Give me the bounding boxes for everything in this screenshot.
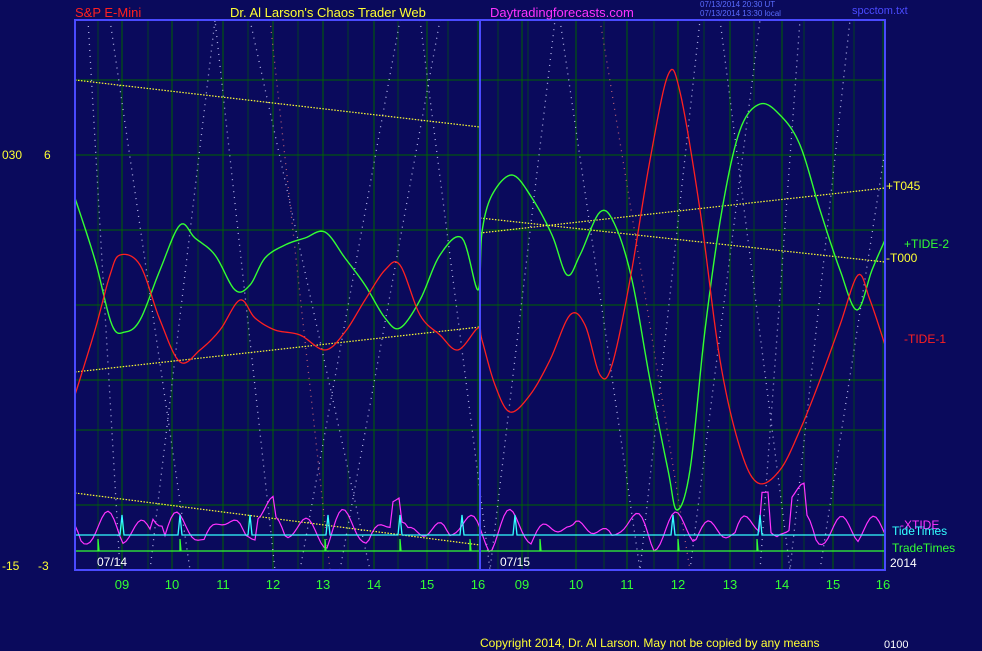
x-tick-label: 09 <box>515 577 529 592</box>
x-tick-label: 16 <box>471 577 485 592</box>
left-bot-b: -3 <box>38 559 49 573</box>
series-lines <box>74 68 886 553</box>
x-tick-label: 13 <box>316 577 330 592</box>
label-tide2: +TIDE-2 <box>904 237 950 251</box>
label-t000: -T000 <box>886 251 918 265</box>
x-tick-label: 09 <box>115 577 129 592</box>
x-tick-label: 12 <box>671 577 685 592</box>
dotted-projection <box>419 19 556 571</box>
x-tick-label: 15 <box>420 577 434 592</box>
site-label: Daytradingforecasts.com <box>490 5 634 20</box>
left-top-a: 030 <box>2 148 23 162</box>
series-tradetimes <box>75 538 885 552</box>
label-year: 2014 <box>890 556 917 570</box>
x-tick-label: 14 <box>775 577 789 592</box>
trend-line <box>479 217 886 263</box>
dotted-projection-lines <box>87 19 886 571</box>
dotted-projection <box>299 19 401 571</box>
trend-line <box>479 187 886 234</box>
dotted-projection <box>249 19 371 571</box>
dotted-projection <box>819 149 886 571</box>
series-tide2 <box>74 102 886 511</box>
series-tide1 <box>74 68 886 485</box>
left-top-b: 6 <box>44 148 51 162</box>
dotted-projection <box>559 19 701 571</box>
label-xtide: -XTIDE <box>900 518 940 532</box>
trend-line <box>74 79 481 128</box>
stamp-local: 07/13/2014 13:30 local <box>700 9 781 18</box>
label-t045: +T045 <box>886 179 921 193</box>
x-tick-label: 14 <box>367 577 381 592</box>
x-tick-label: 11 <box>620 577 634 592</box>
series-tidetimes <box>75 514 885 536</box>
dotted-projection <box>269 19 331 571</box>
file-label: spcctom.txt <box>852 5 908 17</box>
date-day1: 07/14 <box>97 555 128 569</box>
x-tick-label: 15 <box>826 577 840 592</box>
label-tide1: -TIDE-1 <box>904 332 946 346</box>
dotted-projection <box>599 19 691 571</box>
footer-tail: 0100 <box>884 639 909 651</box>
left-bot-a: -15 <box>2 559 20 573</box>
label-tidetimes: TideTimes <box>892 524 948 538</box>
x-tick-label: 16 <box>876 577 890 592</box>
x-tick-labels: 09 10 11 12 13 14 15 16 09 10 11 12 13 14 15 16 <box>115 577 890 592</box>
copyright: Copyright 2014, Dr. Al Larson. May not b… <box>480 636 820 650</box>
x-tick-label: 12 <box>266 577 280 592</box>
author-label: Dr. Al Larson's Chaos Trader Web <box>230 5 426 20</box>
dotted-projection <box>149 19 276 571</box>
stamp-ut: 07/13/2014 20:30 UT <box>700 0 776 9</box>
instrument-label: S&P E-Mini <box>75 5 142 20</box>
label-tradetimes: TradeTimes <box>892 541 956 555</box>
dotted-projection <box>689 19 761 571</box>
x-tick-label: 10 <box>165 577 179 592</box>
grid <box>75 20 885 570</box>
x-tick-label: 13 <box>723 577 737 592</box>
x-tick-label: 11 <box>216 577 230 592</box>
x-tick-label: 10 <box>569 577 583 592</box>
date-day2: 07/15 <box>500 555 531 569</box>
dotted-projection <box>759 19 801 571</box>
dotted-projection <box>339 19 441 571</box>
dotted-projection <box>719 19 851 571</box>
trend-line <box>74 326 481 373</box>
